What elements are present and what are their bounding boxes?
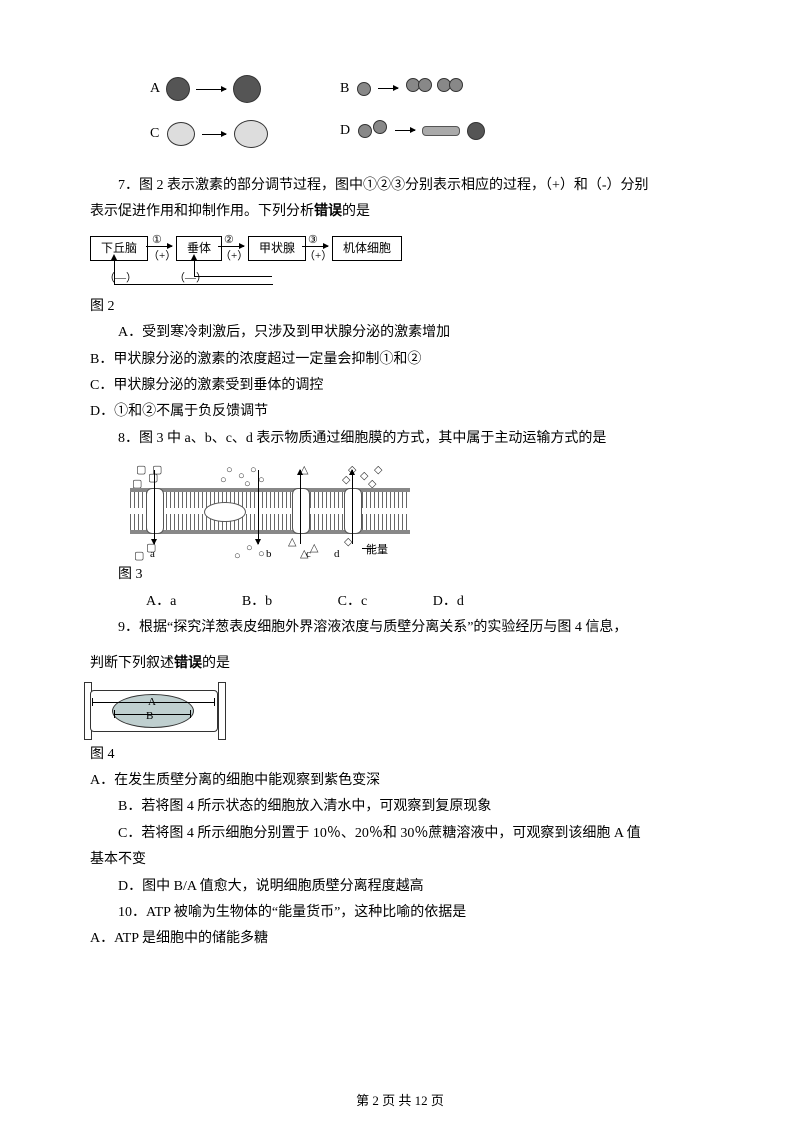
membrane-figure: ▢▢ ▢▢ ○○ ○○ ○○ △ ◇◇ ◇◇ ◇ ▢▢ ○○○ △△△ ◇ a … bbox=[130, 462, 410, 560]
text-C: C bbox=[150, 126, 159, 141]
q8-D: D．d bbox=[405, 591, 464, 613]
text-B: B bbox=[340, 81, 349, 96]
q9-C: C．若将图 4 所示细胞分别置于 10％、20％和 30％蔗糖溶液中，可观察到该… bbox=[90, 823, 710, 845]
cell-differentiation-figure: A B C D bbox=[150, 70, 510, 160]
fig3-label: 图 3 bbox=[90, 564, 710, 586]
mem-d: d bbox=[334, 546, 340, 564]
fc-p3: （+） bbox=[304, 248, 332, 266]
plasmolysis-figure: A B bbox=[90, 682, 220, 738]
q8-options: A．a B．b C．c D．d bbox=[90, 591, 710, 613]
page-footer: 第 2 页 共 12 页 bbox=[0, 1091, 800, 1112]
fig4-label: 图 4 bbox=[90, 744, 710, 766]
fc-n1: ① bbox=[152, 232, 162, 250]
q7-lead3: 的是 bbox=[342, 204, 370, 219]
fc-m2: （—） bbox=[174, 270, 207, 288]
label-A: A bbox=[150, 76, 260, 102]
q9-lead: 9．根据“探究洋葱表皮细胞外界溶液浓度与质壁分离关系”的实验经历与图 4 信息， bbox=[90, 617, 710, 639]
q9-lead2bold: 错误 bbox=[174, 656, 202, 671]
q9-C2: 基本不变 bbox=[90, 849, 710, 871]
q8-lead: 8．图 3 中 a、b、c、d 表示物质通过细胞膜的方式，其中属于主动运输方式的… bbox=[90, 428, 710, 450]
q7-lead2: 表示促进作用和抑制作用。下列分析错误的是 bbox=[90, 201, 710, 223]
mem-energy: 能量 bbox=[366, 542, 388, 560]
fc-bodycell: 机体细胞 bbox=[332, 236, 402, 261]
text-D: D bbox=[340, 123, 350, 138]
label-D: D bbox=[340, 120, 484, 142]
q9-lead2pre: 判断下列叙述 bbox=[90, 656, 174, 671]
q8-C: C．c bbox=[310, 591, 368, 613]
q9-D: D．图中 B/A 值愈大，说明细胞质壁分离程度越高 bbox=[90, 876, 710, 898]
q7-bold: 错误 bbox=[314, 204, 342, 219]
text-A: A bbox=[150, 81, 159, 96]
q7-lead: 7．图 2 表示激素的部分调节过程，图中①②③分别表示相应的过程，（+）和（-）… bbox=[90, 175, 710, 197]
q10-A: A．ATP 是细胞中的储能多糖 bbox=[90, 928, 710, 950]
fig4-B: B bbox=[146, 708, 153, 726]
hormone-flowchart: 下丘脑 ① （+） 垂体 ② （+） 甲状腺 ③ （+） 机体细胞 （—） （—… bbox=[90, 232, 710, 292]
fc-m1: （—） bbox=[104, 270, 137, 288]
fc-n2: ② bbox=[224, 232, 234, 250]
q7-B: B．甲状腺分泌的激素的浓度超过一定量会抑制①和② bbox=[90, 349, 710, 371]
label-C: C bbox=[150, 120, 268, 148]
q10-lead: 10．ATP 被喻为生物体的“能量货币”，这种比喻的依据是 bbox=[90, 902, 710, 924]
q7-lead2a: 表示促进作用和抑制作用。下列分析 bbox=[90, 204, 314, 219]
q7-A: A．受到寒冷刺激后，只涉及到甲状腺分泌的激素增加 bbox=[90, 322, 710, 344]
fc-n3: ③ bbox=[308, 232, 318, 250]
q9-lead2: 判断下列叙述错误的是 bbox=[90, 653, 710, 675]
mem-b: b bbox=[266, 546, 272, 564]
q7-C: C．甲状腺分泌的激素受到垂体的调控 bbox=[90, 375, 710, 397]
mem-c: c bbox=[306, 546, 311, 564]
q9-A: A．在发生质壁分离的细胞中能观察到紫色变深 bbox=[90, 770, 710, 792]
q8-B: B．b bbox=[214, 591, 272, 613]
label-B: B bbox=[340, 78, 463, 100]
q7-D: D．①和②不属于负反馈调节 bbox=[90, 401, 710, 423]
q8-A: A．a bbox=[118, 591, 176, 613]
q9-B: B．若将图 4 所示状态的细胞放入清水中，可观察到复原现象 bbox=[90, 796, 710, 818]
fig2-label: 图 2 bbox=[90, 296, 710, 318]
mem-a: a bbox=[150, 546, 155, 564]
q9-lead2post: 的是 bbox=[202, 656, 230, 671]
